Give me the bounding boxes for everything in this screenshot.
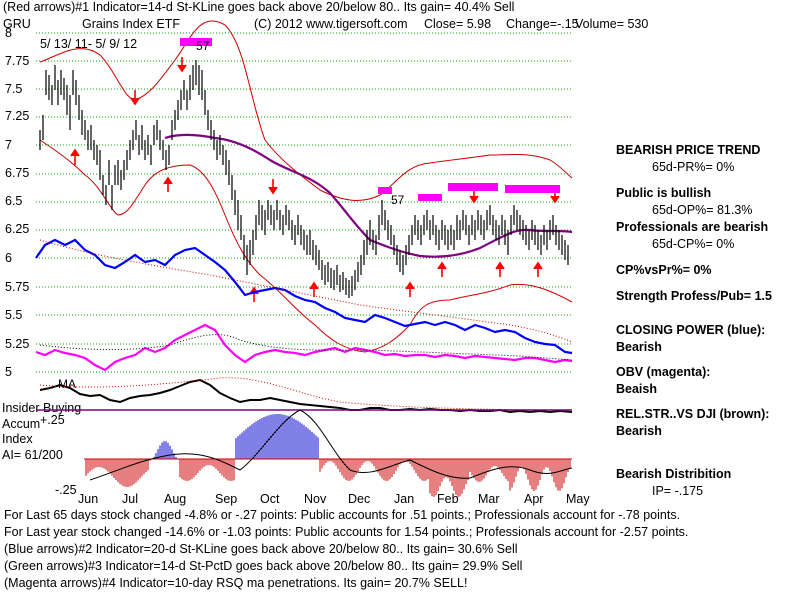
price-grid [36, 32, 572, 373]
volume-value: Volume= 530 [575, 17, 648, 31]
relstr-value: Bearish [616, 424, 662, 438]
pros-value: 65d-CP%= 0% [652, 237, 735, 251]
footer-line: (Magenta arrows)#4 Indicator=10-day RSQ … [4, 576, 468, 590]
closing-title: CLOSING POWER (blue): [616, 323, 766, 337]
trend-title: BEARISH PRICE TREND [616, 143, 761, 157]
dist-value: IP= -.175 [652, 484, 704, 498]
month-label: Aug [164, 492, 186, 506]
magenta-marker [505, 185, 560, 193]
y-tick: 7.5 [5, 82, 22, 96]
y-tick: 6 [5, 251, 12, 265]
y-tick: 5 [5, 365, 12, 379]
sell-arrow [268, 179, 278, 195]
marker-57: 57 [391, 193, 405, 207]
magenta-markers [180, 38, 560, 201]
month-label: May [566, 492, 590, 506]
strength: Strength Profess/Pub= 1.5 [616, 289, 772, 303]
y-tick: 7.75 [5, 54, 29, 68]
y-tick: 6.5 [5, 194, 22, 208]
public-value: 65d-OP%= 81.3% [652, 203, 753, 217]
y-tick: 7.25 [5, 109, 29, 123]
month-label: Jun [78, 492, 98, 506]
magenta-marker [378, 187, 392, 194]
cpvspr: CP%vsPr%= 0% [616, 263, 712, 277]
ai-value: AI= 61/200 [2, 448, 63, 462]
buy-arrow [70, 148, 80, 165]
y-tick: 6.75 [5, 166, 29, 180]
accum-ma-line [89, 409, 573, 481]
close-value: Close= 5.98 [424, 17, 491, 31]
month-label: Jan [394, 492, 414, 506]
dist-title: Bearish Distribition [616, 467, 732, 481]
marker-57: 57 [196, 39, 210, 53]
y-tick: 5.25 [5, 337, 29, 351]
indicator-panel: BEARISH PRICE TREND 65d-PR%= 0% Public i… [616, 142, 772, 500]
magenta-marker [448, 183, 498, 191]
buy-arrow [163, 176, 173, 192]
buy-arrow [405, 281, 415, 297]
month-label: Sep [215, 492, 237, 506]
accum-index-label: Index [2, 432, 33, 446]
red-arrows [70, 57, 560, 302]
fund-name: Grains Index ETF [82, 17, 180, 31]
buy-arrow [249, 286, 259, 302]
ticker: GRU [3, 17, 31, 31]
pros-title: Professionals are bearish [616, 220, 769, 234]
obv-value: Beaish [616, 382, 657, 396]
buy-arrow [495, 261, 505, 277]
sell-arrow [130, 90, 140, 106]
y-tick: 5.5 [5, 308, 22, 322]
accumulation-bars [85, 414, 571, 497]
public-title: Public is bullish [616, 186, 712, 200]
footer-line: For Last 65 days stock changed -4.8% or … [4, 508, 681, 522]
footer-line: (Blue arrows)#2 Indicator=20-d St-KLine … [4, 542, 518, 556]
obv-line [35, 323, 573, 372]
closing-power-line [35, 238, 573, 355]
month-label: Jul [122, 492, 138, 506]
header-line1: (Red arrows)#1 Indicator=14-d St-KLine g… [3, 0, 514, 14]
buy-arrow [437, 261, 447, 277]
accum-tick: +.25 [40, 413, 65, 427]
relstr-title: REL.STR..VS DJI (brown): [616, 407, 770, 421]
obv-ma [39, 334, 573, 361]
month-label: Apr [524, 492, 543, 506]
accum-label: Accum [2, 417, 40, 431]
change-value: Change=-.15 [506, 17, 579, 31]
closing-power-ma [39, 239, 573, 343]
trend-value: 65d-PR%= 0% [652, 160, 735, 174]
buy-arrow [309, 281, 319, 297]
lower-band [39, 139, 573, 353]
magenta-marker [418, 194, 442, 201]
ma-label: MA [58, 377, 76, 391]
buy-arrow [533, 261, 543, 277]
relative-strength-line [39, 378, 573, 414]
month-label: Dec [348, 492, 370, 506]
y-tick: 5.75 [5, 280, 29, 294]
closing-value: Bearish [616, 340, 662, 354]
x-axis-months: Jun Jul Aug Sep Oct Nov Dec Jan Feb Mar … [78, 492, 590, 506]
date-range: 5/ 13/ 11- 5/ 9/ 12 [40, 37, 137, 51]
month-label: Feb [437, 492, 459, 506]
month-label: Mar [478, 492, 500, 506]
sell-arrow [177, 57, 187, 73]
obv-title: OBV (magenta): [616, 365, 711, 379]
month-label: Nov [304, 492, 327, 506]
insider-label: Insider Buying [2, 401, 81, 415]
copyright: (C) 2012 www.tigersoft.com [254, 17, 408, 31]
accum-tick: -.25 [55, 483, 77, 497]
footer-line: (Green arrows)#3 Indicator=14-d St-PctD … [4, 559, 523, 573]
y-tick: 7 [5, 138, 12, 152]
y-tick: 6.25 [5, 222, 29, 236]
month-label: Oct [260, 492, 280, 506]
y-tick: 8 [5, 26, 12, 40]
magenta-marker [180, 38, 212, 46]
price-axis: 8 7.75 7.5 7.25 7 6.75 6.5 6.25 6 5.75 5… [5, 26, 29, 379]
footer-line: For Last year stock changed -14.6% or -1… [4, 525, 689, 539]
price-bars [39, 60, 569, 298]
